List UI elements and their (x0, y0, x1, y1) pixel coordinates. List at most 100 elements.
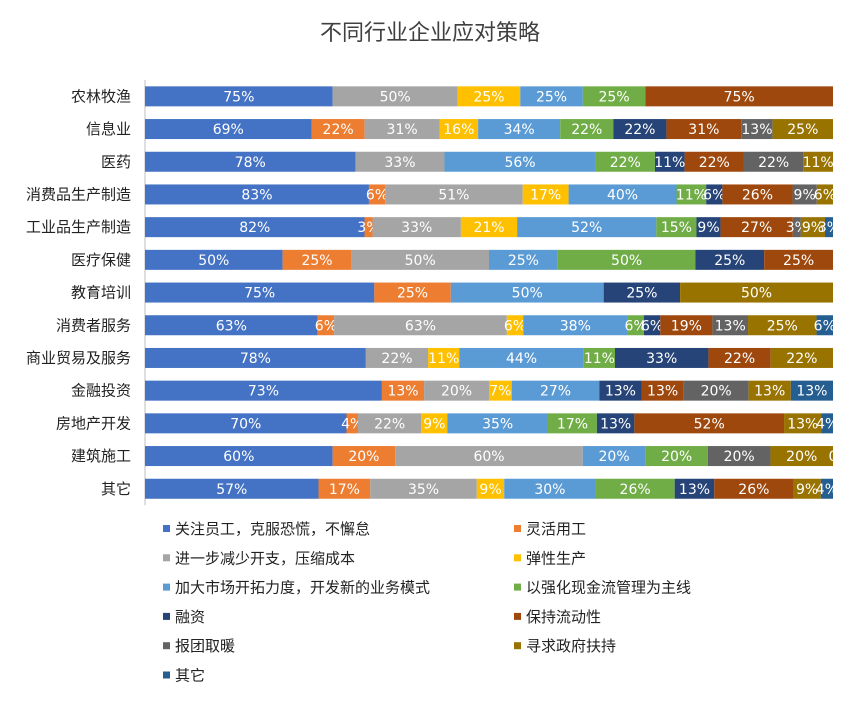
legend-label: 以强化现金流管理为主线 (526, 579, 691, 597)
legend-label: 加大市场开拓力度，开发新的业务模式 (175, 579, 430, 597)
data-label: 50% (741, 286, 772, 302)
bar-segment (489, 380, 512, 401)
data-label: 9% (802, 220, 824, 236)
bar-segment (364, 217, 373, 238)
data-label: 33% (646, 351, 677, 367)
bar-row: 57% 17% 35% 9% 30% 26% 13% 26% 9%4% (145, 478, 838, 499)
data-label: 70% (230, 416, 261, 432)
category-label: 工业品生产制造 (26, 218, 131, 236)
bar-segment (770, 446, 833, 467)
bar-segment (523, 315, 628, 336)
data-label: 13% (754, 384, 785, 400)
data-label: 40% (607, 187, 638, 203)
legend-item: 关注员工，克服恐慌，不懈怠 (163, 520, 370, 538)
data-label: 60% (223, 449, 254, 465)
data-label: 35% (482, 416, 513, 432)
bar-row: 75% 25% 50% 25% 50% (145, 282, 833, 303)
bar-row: 75% 50% 25% 25% 25% 75% (145, 86, 833, 107)
bar-segment (666, 119, 742, 140)
bar-segment (674, 478, 715, 499)
bar-segment (511, 380, 600, 401)
data-label: 20% (701, 384, 732, 400)
bar-segment (599, 380, 642, 401)
data-label: 50% (405, 253, 436, 269)
bar-row: 50% 25% 50% 25% 50% 25% 25% (145, 249, 833, 270)
bar-segment (743, 151, 804, 172)
data-label: 22% (724, 351, 755, 367)
data-label: 35% (408, 482, 439, 498)
category-label: 其它 (101, 480, 131, 498)
bar-segment (346, 413, 359, 434)
bar-segment (460, 217, 518, 238)
legend-item: 弹性生产 (514, 549, 586, 567)
data-label: 38% (560, 318, 591, 334)
data-label: 22% (571, 122, 602, 138)
data-label: 33% (384, 155, 415, 171)
data-label: 75% (244, 286, 275, 302)
legend-item: 其它 (163, 667, 205, 685)
bar-segment (784, 413, 822, 434)
data-label: 26% (738, 482, 769, 498)
bar-segment (645, 86, 833, 107)
data-label: 26% (620, 482, 651, 498)
data-label: 4% (816, 482, 838, 498)
data-label: 25% (473, 89, 504, 105)
bar-segment (582, 86, 646, 107)
bar-segment (641, 380, 684, 401)
bar-segment (660, 315, 713, 336)
bar-segment (372, 217, 461, 238)
data-label: 52% (571, 220, 602, 236)
data-label: 25% (508, 253, 539, 269)
data-label: 13% (787, 416, 818, 432)
bar-segment (145, 217, 365, 238)
bar-row: 78% 22% 11% 44% 11% 33% 22% 22% (145, 347, 833, 368)
bar-segment (428, 347, 460, 368)
bar-segment (583, 347, 615, 368)
bar-segment (627, 315, 644, 336)
bar-segment (145, 184, 369, 205)
data-label: 13% (600, 416, 631, 432)
bar-segment (145, 282, 375, 303)
bar-segment (489, 249, 558, 270)
legend-label: 进一步减少开支，压缩成本 (175, 549, 355, 567)
data-label: 25% (767, 318, 798, 334)
data-label: 13% (796, 384, 827, 400)
legend-label: 其它 (175, 667, 205, 685)
bar-segment (560, 119, 614, 140)
legend-item: 寻求政府扶持 (514, 637, 616, 655)
bar-segment (145, 315, 318, 336)
bar-segment (459, 347, 584, 368)
bar-segment (444, 151, 596, 172)
bar-segment (603, 282, 681, 303)
bar-segment (332, 86, 458, 107)
data-label: 25% (783, 253, 814, 269)
data-label: 20% (661, 449, 692, 465)
data-label: 11% (676, 187, 707, 203)
bar-segment (145, 413, 347, 434)
data-label: 4% (816, 416, 838, 432)
data-label: 4% (341, 416, 363, 432)
data-label: 25% (599, 89, 630, 105)
bar-segment (145, 151, 356, 172)
bar-segment (318, 478, 371, 499)
bar-segment (317, 315, 335, 336)
data-label: 6% (625, 318, 647, 334)
bar-segment (557, 249, 696, 270)
bar-segment (368, 184, 386, 205)
data-label: 20% (599, 449, 630, 465)
data-label: 22% (323, 122, 354, 138)
data-label: 50% (380, 89, 411, 105)
bar-segment (355, 151, 445, 172)
data-label: 20% (348, 449, 379, 465)
data-label: 30% (534, 482, 565, 498)
data-label: 22% (610, 155, 641, 171)
bar-segment (595, 478, 675, 499)
bar-segment (311, 119, 365, 140)
bar-row: 73% 13% 20% 7% 27% 13% 13% 20% 13% 13% (145, 380, 833, 401)
category-label: 消费品生产制造 (26, 185, 131, 203)
data-label: 17% (329, 482, 360, 498)
category-label: 医药 (101, 153, 131, 171)
data-label: 25% (787, 122, 818, 138)
bar-segment (395, 446, 583, 467)
